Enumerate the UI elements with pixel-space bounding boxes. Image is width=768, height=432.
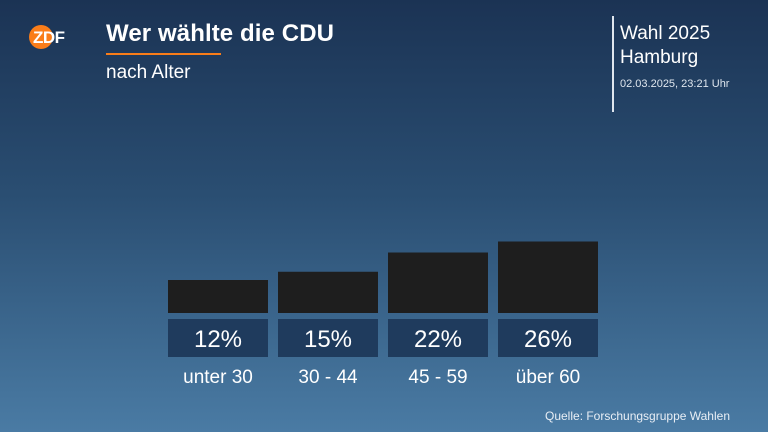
timestamp: 02.03.2025, 23:21 Uhr: [620, 78, 730, 90]
category-label: 30 - 44: [298, 367, 358, 388]
election-info: Wahl 2025 Hamburg: [620, 22, 710, 70]
bar: [388, 252, 488, 313]
value-label: 22%: [414, 326, 462, 353]
zdf-logo-text: ZDF: [33, 28, 65, 47]
election-name: Wahl 2025: [620, 23, 711, 44]
bar: [498, 241, 598, 313]
category-label: unter 30: [183, 367, 253, 388]
value-label: 26%: [524, 326, 572, 353]
value-label: 12%: [194, 326, 242, 353]
header-divider: [612, 16, 614, 112]
category-label: über 60: [516, 367, 580, 388]
source-note: Quelle: Forschungsgruppe Wahlen: [545, 409, 730, 423]
title-underline: [106, 53, 221, 55]
chart-subtitle: nach Alter: [106, 62, 191, 83]
value-label: 15%: [304, 326, 352, 353]
value-label-box: [498, 319, 598, 357]
value-label-box: [388, 319, 488, 357]
bar: [278, 271, 378, 313]
bar: [168, 280, 268, 313]
value-label-box: [278, 319, 378, 357]
chart-title: Wer wählte die CDU: [106, 20, 335, 47]
election-region: Hamburg: [620, 47, 699, 68]
zdf-logo: ZDF: [29, 25, 65, 49]
value-label-box: [168, 319, 268, 357]
category-label: 45 - 59: [408, 367, 467, 388]
